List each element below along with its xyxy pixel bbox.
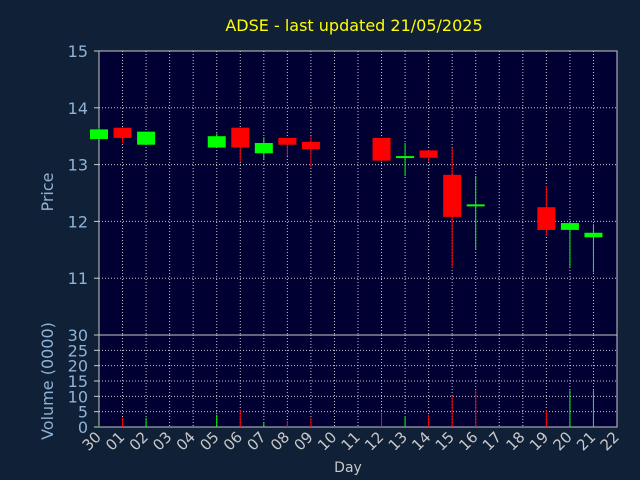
candle-body — [137, 131, 156, 145]
day-tick-label: 20 — [550, 428, 576, 454]
day-tick-label: 05 — [196, 428, 222, 454]
day-tick-label: 10 — [314, 428, 340, 454]
day-tick-label: 08 — [267, 428, 293, 454]
volume-tick-label: 25 — [68, 341, 88, 360]
volume-tick-label: 0 — [78, 418, 88, 437]
volume-tick-label: 10 — [68, 387, 88, 406]
volume-tick-label: 15 — [68, 372, 88, 391]
day-tick-label: 01 — [102, 428, 128, 454]
candle-body — [278, 137, 297, 145]
chart-title: ADSE - last updated 21/05/2025 — [225, 16, 482, 35]
price-tick-label: 14 — [68, 99, 88, 118]
candle-body — [396, 156, 415, 159]
day-tick-label: 12 — [361, 428, 387, 454]
price-tick-label: 15 — [68, 42, 88, 61]
price-axis-label: Price — [38, 172, 57, 211]
day-tick-label: 18 — [502, 428, 528, 454]
candle-body — [254, 143, 273, 154]
volume-tick-label: 5 — [78, 403, 88, 422]
day-tick-label: 02 — [126, 428, 152, 454]
candle-body — [207, 136, 226, 148]
day-tick-label: 15 — [432, 428, 458, 454]
candle-body — [466, 204, 485, 207]
candle-body — [560, 223, 579, 230]
candle-body — [231, 127, 250, 148]
day-axis-label: Day — [334, 460, 362, 476]
day-tick-label: 17 — [479, 428, 505, 454]
price-tick-label: 12 — [68, 212, 88, 231]
volume-tick-label: 20 — [68, 357, 88, 376]
volume-axis-label: Volume (0000) — [38, 322, 57, 440]
price-tick-label: 13 — [68, 156, 88, 175]
volume-plot-border — [98, 334, 618, 428]
day-tick-label: 13 — [385, 428, 411, 454]
day-tick-label: 07 — [243, 428, 269, 454]
candle-body — [372, 137, 391, 161]
day-tick-label: 03 — [149, 428, 175, 454]
day-tick-label: 11 — [338, 428, 364, 454]
day-tick-label: 04 — [173, 428, 199, 454]
candle-body — [443, 174, 462, 217]
price-tick-label: 11 — [68, 269, 88, 288]
day-tick-label: 21 — [573, 428, 599, 454]
day-tick-label: 19 — [526, 428, 552, 454]
candle-body — [419, 150, 438, 158]
day-tick-label: 22 — [597, 428, 623, 454]
candle-body — [301, 141, 320, 150]
candle-body — [584, 232, 603, 238]
candle-body — [537, 207, 556, 230]
candle-body — [113, 127, 132, 138]
candle-body — [90, 129, 108, 140]
day-tick-label: 14 — [408, 428, 434, 454]
day-tick-label: 16 — [455, 428, 481, 454]
volume-tick-label: 30 — [68, 326, 88, 345]
day-tick-label: 06 — [220, 428, 246, 454]
day-tick-label: 09 — [291, 428, 317, 454]
